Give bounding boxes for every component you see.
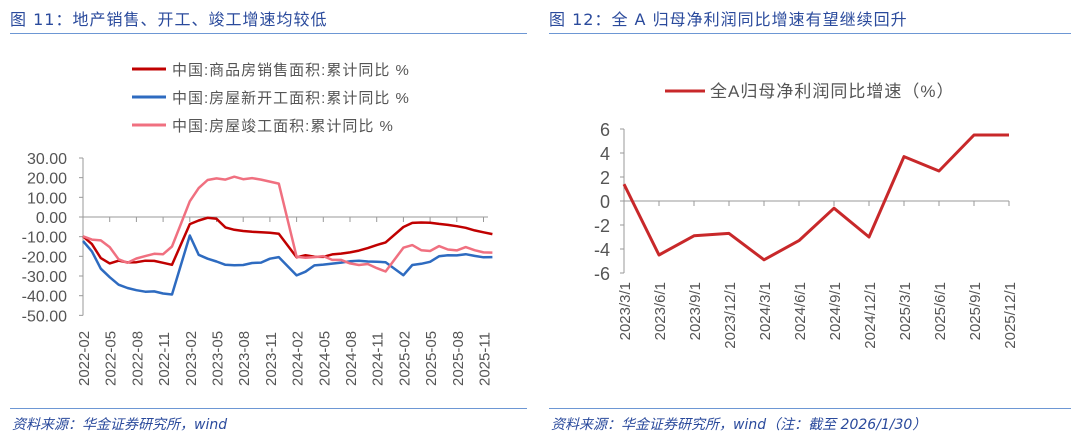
left-x-tick-label: 2023-11 [263,332,280,386]
left-x-tick-label: 2025-08 [450,331,467,386]
left-series-line-2 [82,175,493,273]
right-y-tick-label: 4 [600,144,610,164]
right-footer-divider [549,408,1071,409]
left-y-tick-label: -10.00 [22,230,67,247]
left-x-tick-label: 2025-05 [423,331,440,386]
right-y-tick-label: -6 [594,264,610,284]
right-y-tick-label: 0 [600,192,610,212]
right-x-tick-label: 2025/9/1 [967,282,984,340]
right-title-divider [549,33,1071,34]
left-legend-label-0: 中国:商品房销售面积:累计同比 % [172,62,410,79]
left-y-tick-label: 10.00 [27,190,67,207]
left-footer-divider [10,408,527,409]
left-series-line-0 [82,216,493,267]
left-x-tick-label: 2024-11 [370,332,387,386]
left-y-tick-label: -50.00 [22,308,67,325]
left-x-tick-label: 2022-08 [129,331,146,386]
right-x-tick-label: 2024/9/1 [827,282,844,340]
right-source-note: 资料来源：华金证券研究所，wind（注：截至 2026/1/30） [551,417,927,433]
left-x-tick-label: 2024-05 [316,331,333,386]
left-x-tick-label: 2025-11 [477,332,494,386]
left-legend-label-1: 中国:房屋新开工面积:累计同比 % [172,90,410,107]
left-source-note: 资料来源：华金证券研究所，wind [12,417,228,433]
right-x-tick-label: 2024/6/1 [792,282,809,340]
right-y-tick-label: -2 [594,216,610,236]
right-x-tick-label: 2025/3/1 [897,282,914,340]
right-y-tick-label: 2 [600,168,610,188]
left-y-tick-label: 20.00 [27,171,67,188]
right-x-tick-label: 2025/6/1 [932,282,949,340]
right-x-tick-label: 2023/3/1 [617,282,634,340]
left-x-tick-label: 2022-11 [156,332,173,386]
left-x-tick-label: 2024-02 [290,331,307,386]
right-y-tick-label: -4 [594,240,610,260]
left-x-tick-label: 2023-08 [236,331,253,386]
left-x-tick-label: 2023-05 [210,331,227,386]
right-series-line [622,133,1009,262]
left-x-tick-label: 2023-02 [183,331,200,386]
left-y-tick-label: -40.00 [22,289,67,306]
left-x-tick-label: 2022-02 [76,331,93,386]
right-x-tick-label: 2024/12/1 [862,282,879,349]
left-y-tick-label: -20.00 [22,249,67,266]
right-chart-title: 图 12：全 A 归母净利润同比增速有望继续回升 [549,10,908,29]
left-x-tick-label: 2024-08 [343,331,360,386]
left-legend-label-2: 中国:房屋竣工面积:累计同比 % [172,118,394,135]
right-x-tick-label: 2023/12/1 [722,282,739,349]
right-x-tick-label: 2024/3/1 [757,282,774,340]
left-x-tick-label: 2025-02 [396,331,413,386]
right-x-tick-label: 2025/12/1 [1002,282,1019,349]
left-y-tick-label: 0.00 [36,210,67,227]
left-y-tick-label: 30.00 [27,151,67,168]
right-x-tick-label: 2023/6/1 [652,282,669,340]
right-legend-label: 全A归母净利润同比增速（%） [710,82,954,101]
left-series-line-1 [82,234,493,296]
left-chart-title: 图 11：地产销售、开工、竣工增速均较低 [10,10,328,29]
left-x-tick-label: 2022-05 [103,331,120,386]
left-title-divider [10,33,527,34]
left-y-tick-label: -30.00 [22,269,67,286]
right-x-tick-label: 2023/9/1 [687,282,704,340]
right-y-tick-label: 6 [600,120,610,140]
